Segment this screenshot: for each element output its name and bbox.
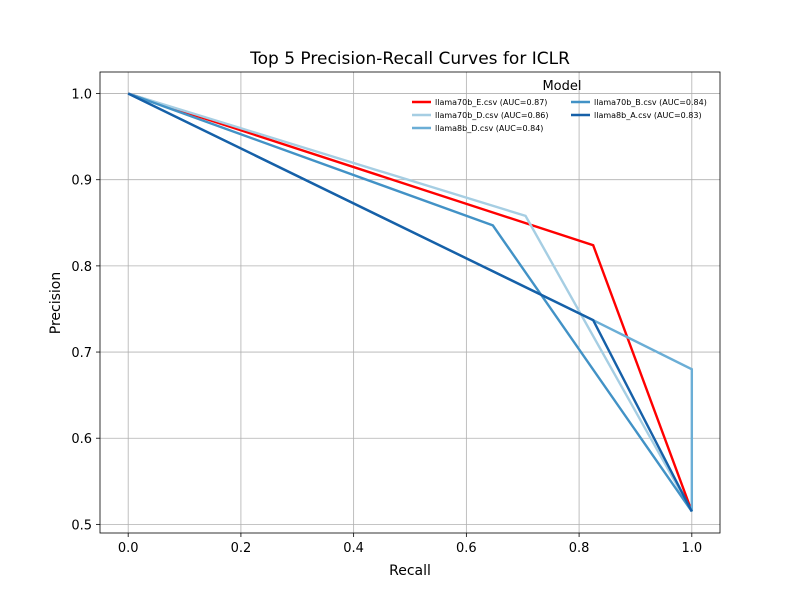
x-tick-label: 0.0 bbox=[118, 541, 139, 556]
legend-label: llama8b_A.csv (AUC=0.83) bbox=[594, 111, 702, 120]
y-tick-label: 0.9 bbox=[71, 174, 92, 189]
x-tick-label: 0.6 bbox=[456, 541, 477, 556]
y-tick-label: 0.8 bbox=[71, 260, 92, 275]
grid bbox=[100, 72, 720, 533]
x-tick-label: 0.2 bbox=[231, 541, 252, 556]
y-tick-label: 0.5 bbox=[71, 518, 92, 533]
legend: Model llama70b_E.csv (AUC=0.87) llama70b_… bbox=[412, 79, 707, 133]
legend-label: llama70b_E.csv (AUC=0.87) bbox=[435, 98, 547, 107]
y-axis-label: Precision bbox=[48, 272, 64, 334]
y-tick-label: 1.0 bbox=[71, 88, 92, 103]
x-tick-label: 0.8 bbox=[569, 541, 590, 556]
plot-frame bbox=[99, 71, 721, 534]
y-tick-label: 0.7 bbox=[71, 346, 92, 361]
legend-label: llama70b_D.csv (AUC=0.86) bbox=[435, 111, 549, 120]
series-line-2 bbox=[127, 92, 693, 513]
series-line-3 bbox=[127, 92, 694, 512]
legend-title: Model bbox=[542, 79, 581, 94]
x-tick-label: 1.0 bbox=[681, 541, 702, 556]
y-axis-ticks: 0.5 0.6 0.7 0.8 0.9 1.0 bbox=[71, 88, 100, 533]
legend-label: llama8b_D.csv (AUC=0.84) bbox=[435, 124, 543, 133]
series-lines bbox=[127, 92, 694, 513]
series-line-4 bbox=[127, 92, 693, 513]
chart-title: Top 5 Precision-Recall Curves for ICLR bbox=[249, 49, 570, 69]
x-axis-ticks: 0.0 0.2 0.4 0.6 0.8 1.0 bbox=[118, 533, 702, 556]
legend-label: llama70b_B.csv (AUC=0.84) bbox=[594, 98, 707, 107]
x-axis-label: Recall bbox=[389, 563, 431, 579]
series-line-1 bbox=[127, 92, 693, 512]
x-tick-label: 0.4 bbox=[343, 541, 364, 556]
series-line-5 bbox=[127, 92, 693, 513]
y-tick-label: 0.6 bbox=[71, 432, 92, 447]
